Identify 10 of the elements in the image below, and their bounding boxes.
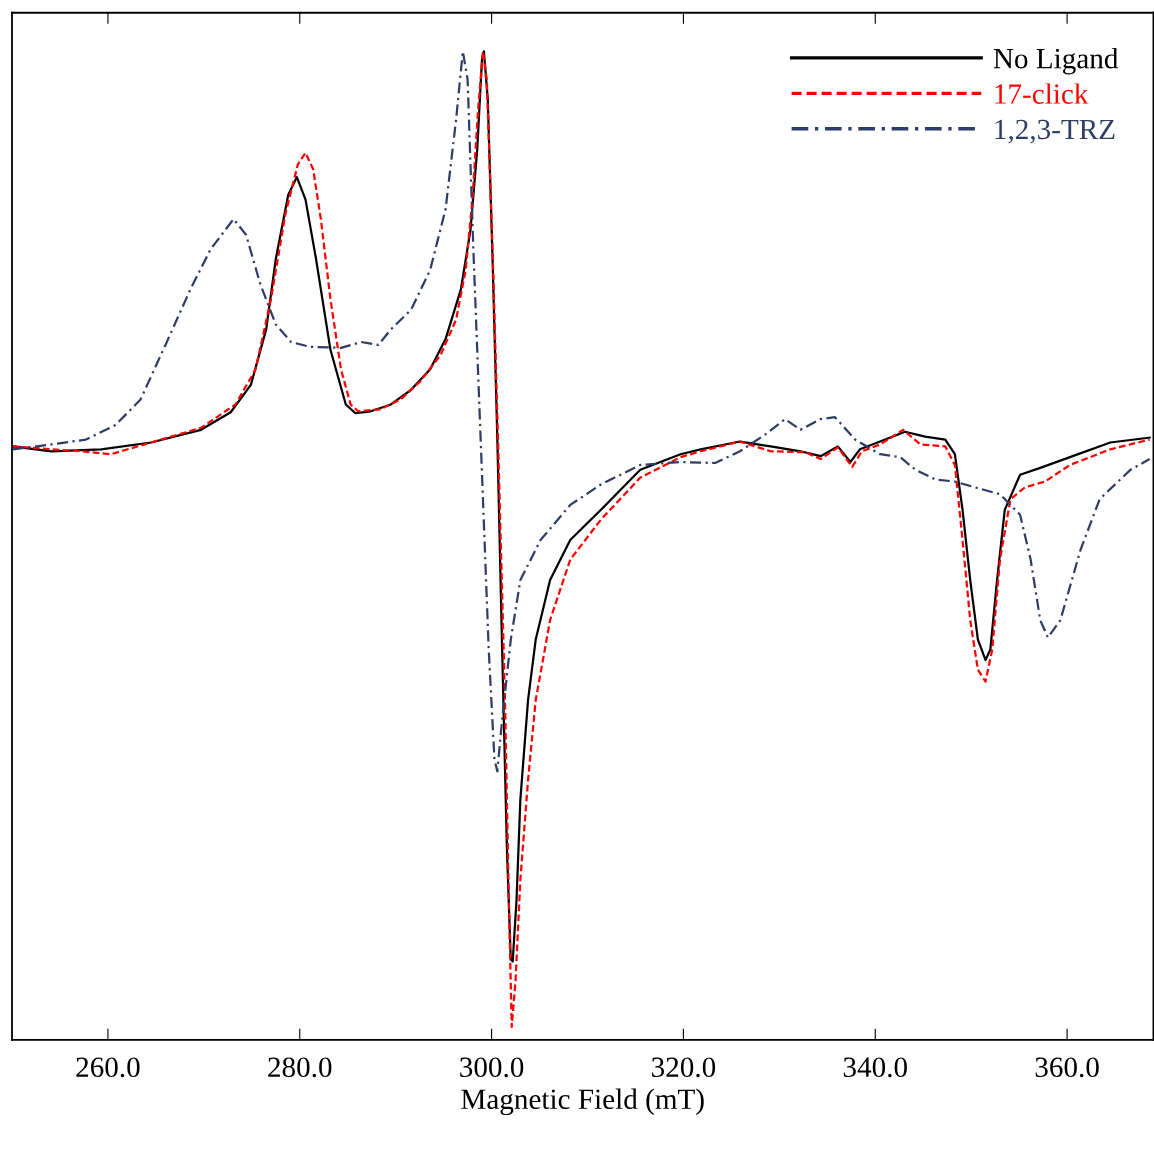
x-tick-label: 260.0 xyxy=(76,1057,140,1078)
x-tick-label: 360.0 xyxy=(1035,1057,1099,1078)
x-tick-label: 280.0 xyxy=(268,1057,332,1078)
x-tick-label: 300.0 xyxy=(460,1057,524,1078)
x-tick-label: 340.0 xyxy=(843,1057,907,1078)
x-axis-title: Magnetic Field (mT) xyxy=(461,1088,704,1116)
text: 17-click xyxy=(995,83,1089,104)
text: 1,2,3-TRZ xyxy=(995,119,1115,144)
x-tick-label: 320.0 xyxy=(652,1057,716,1078)
legend-label: No Ligand xyxy=(993,47,1119,75)
